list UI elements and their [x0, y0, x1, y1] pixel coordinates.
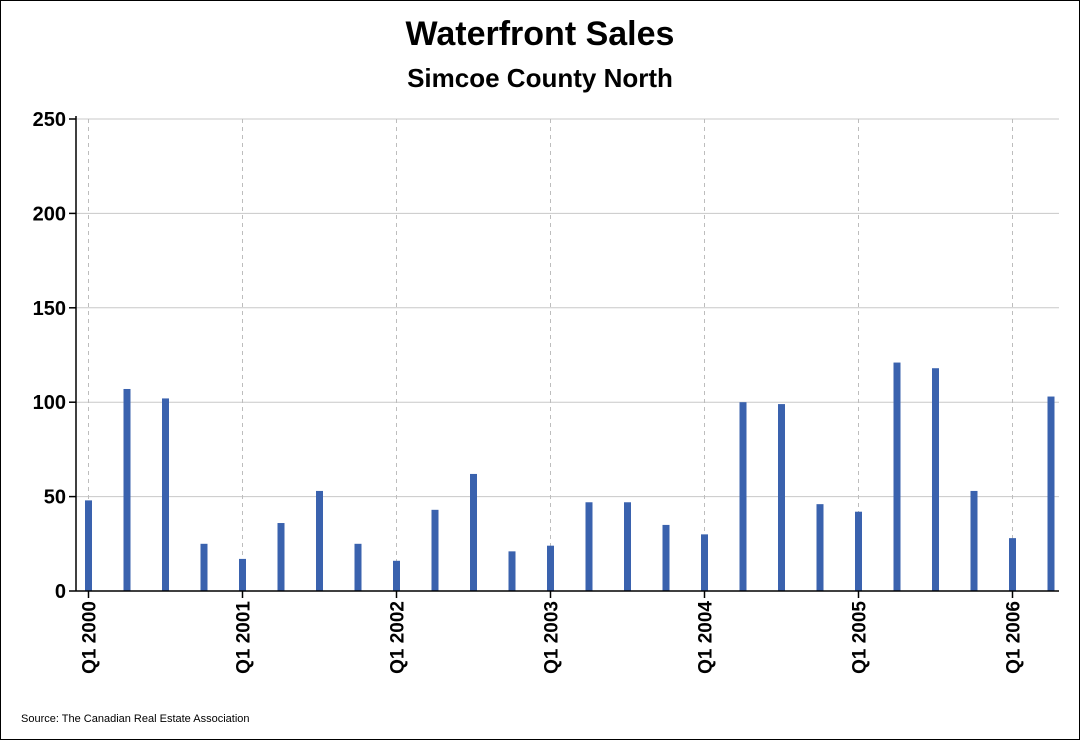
bar: [200, 543, 208, 591]
bar: [277, 523, 285, 591]
bar: [316, 490, 323, 591]
y-tick-label: 50: [44, 487, 66, 509]
bar: [431, 509, 439, 591]
bar: [354, 543, 362, 591]
x-tick-label: Q1 2000: [80, 601, 101, 674]
bar: [970, 490, 978, 591]
x-tick-label: Q1 2006: [1004, 601, 1025, 674]
y-tick-label: 250: [33, 109, 66, 131]
bar: [123, 388, 131, 591]
bar: [239, 558, 246, 591]
bar: [547, 545, 554, 591]
bar: [855, 511, 862, 591]
bar: [162, 398, 169, 591]
x-tick-label: Q1 2004: [696, 601, 717, 674]
x-tick-label: Q1 2001: [234, 601, 255, 674]
bar: [85, 500, 92, 591]
chart-subtitle: Simcoe County North: [407, 63, 673, 93]
bar: [585, 502, 593, 591]
bar: [662, 524, 670, 591]
source-note: Source: The Canadian Real Estate Associa…: [21, 713, 250, 725]
bar: [393, 560, 400, 591]
bar: [470, 473, 477, 591]
bar: [893, 362, 901, 591]
bar: [816, 504, 824, 591]
bar: [508, 551, 516, 591]
bar: [932, 368, 939, 591]
bar: [701, 534, 708, 591]
y-tick-label: 100: [33, 392, 66, 414]
bar: [624, 502, 631, 591]
bar: [1047, 396, 1055, 591]
bar: [778, 404, 785, 591]
y-tick-label: 200: [33, 203, 66, 225]
x-tick-label: Q1 2002: [388, 601, 409, 674]
y-tick-label: 0: [55, 581, 66, 603]
bar: [1009, 538, 1016, 591]
x-tick-label: Q1 2003: [542, 601, 563, 674]
y-tick-label: 150: [33, 298, 66, 320]
chart-title: Waterfront Sales: [405, 15, 675, 53]
bar: [739, 402, 747, 591]
x-tick-label: Q1 2005: [850, 601, 871, 674]
